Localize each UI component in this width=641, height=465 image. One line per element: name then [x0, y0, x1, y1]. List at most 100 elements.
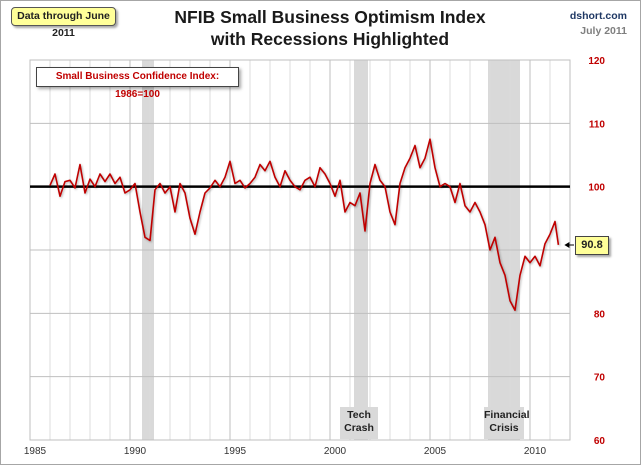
data-point	[489, 249, 491, 251]
y-tick-label: 60	[594, 436, 606, 447]
latest-value-callout: 90.8	[575, 236, 609, 255]
data-point	[119, 176, 121, 178]
data-point	[144, 237, 146, 239]
y-tick-label: 100	[588, 183, 605, 194]
data-point	[279, 186, 281, 188]
data-point	[474, 202, 476, 204]
data-point	[524, 256, 526, 258]
data-point	[84, 192, 86, 194]
data-point	[49, 185, 51, 187]
data-point	[204, 192, 206, 194]
data-point	[454, 202, 456, 204]
data-point	[234, 183, 236, 185]
data-point	[449, 186, 451, 188]
data-point	[149, 240, 151, 242]
data-point	[329, 183, 331, 185]
data-point	[419, 167, 421, 169]
callout-arrow	[564, 242, 574, 248]
chart-title-line1: NFIB Small Business Optimism Index	[174, 7, 486, 27]
data-point	[224, 176, 226, 178]
legend: Small Business Confidence Index: 1986=10…	[36, 67, 239, 100]
data-point	[544, 243, 546, 245]
data-point	[194, 233, 196, 235]
data-point	[79, 164, 81, 166]
legend-label: Small Business Confidence Index: 1986=10…	[55, 71, 220, 100]
data-point	[529, 262, 531, 264]
data-point	[214, 180, 216, 182]
series-points	[49, 138, 559, 311]
data-point	[164, 192, 166, 194]
data-point	[274, 176, 276, 178]
data-point	[244, 187, 246, 189]
data-point	[114, 183, 116, 185]
recession-label-line2: Crash	[344, 422, 374, 434]
chart-title: NFIB Small Business Optimism Index with …	[150, 6, 510, 50]
data-point	[549, 233, 551, 235]
source-site: dshort.com	[569, 10, 627, 22]
data-point	[129, 189, 131, 191]
data-point	[264, 170, 266, 172]
data-point	[514, 309, 516, 311]
source-date: July 2011	[580, 25, 627, 37]
y-tick-label: 110	[589, 119, 606, 130]
data-point	[289, 180, 291, 182]
data-point	[439, 186, 441, 188]
data-point	[359, 192, 361, 194]
data-point	[269, 161, 271, 163]
data-point	[539, 265, 541, 267]
x-tick-label: 1995	[224, 446, 247, 457]
x-tick-label: 1985	[24, 446, 47, 457]
data-point	[374, 164, 376, 166]
data-point	[459, 183, 461, 185]
data-point	[409, 157, 411, 159]
data-point	[284, 170, 286, 172]
data-point	[104, 181, 106, 183]
y-tick-label: 70	[594, 373, 606, 384]
data-point	[319, 167, 321, 169]
callout-arrowhead	[564, 242, 570, 248]
recession-label-line1: Financial	[484, 409, 530, 421]
x-tick-label: 2000	[324, 446, 347, 457]
data-point	[484, 224, 486, 226]
data-point	[369, 183, 371, 185]
data-point	[344, 211, 346, 213]
data-point	[299, 189, 301, 191]
data-point	[189, 218, 191, 220]
data-point	[259, 164, 261, 166]
recession-label-line1: Tech	[347, 409, 371, 421]
data-point	[124, 192, 126, 194]
data-point	[444, 183, 446, 185]
x-tick-label: 2005	[424, 446, 447, 457]
data-point	[558, 244, 560, 246]
data-point	[154, 189, 156, 191]
data-point	[309, 176, 311, 178]
data-point	[64, 181, 66, 183]
data-point	[389, 211, 391, 213]
data-point	[69, 180, 71, 182]
data-point	[324, 173, 326, 175]
data-point	[464, 205, 466, 207]
data-point	[399, 183, 401, 185]
data-point	[499, 262, 501, 264]
data-point	[59, 195, 61, 197]
series-line-confidence-index	[49, 138, 560, 312]
data-point	[469, 211, 471, 213]
data-point	[354, 205, 356, 207]
data-through-badge: Data through June 2011	[11, 7, 116, 39]
plot-area-border	[29, 59, 571, 441]
data-point	[394, 224, 396, 226]
data-point	[99, 173, 101, 175]
data-point	[349, 202, 351, 204]
data-point	[134, 183, 136, 185]
data-point	[169, 186, 171, 188]
data-point	[414, 145, 416, 147]
data-point	[294, 186, 296, 188]
data-point	[334, 195, 336, 197]
y-tick-label: 80	[594, 309, 606, 320]
x-tick-label: 1990	[124, 446, 147, 457]
data-point	[174, 211, 176, 213]
data-point	[159, 183, 161, 185]
data-point	[254, 176, 256, 178]
recession-label-line2: Crisis	[489, 422, 519, 434]
